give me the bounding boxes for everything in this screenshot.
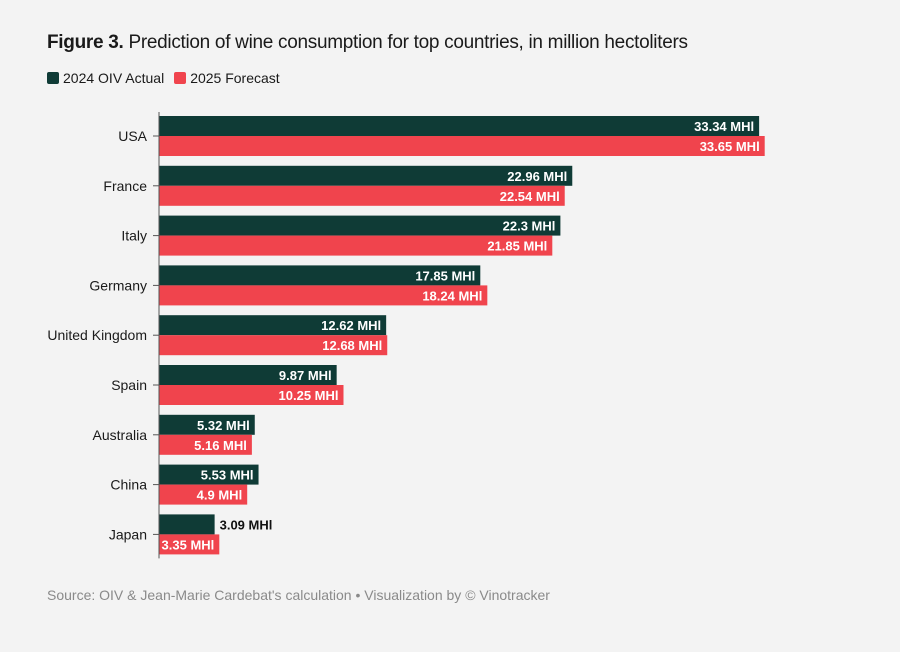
legend-item-actual: 2024 OIV Actual [47,70,164,86]
bar-forecast [159,235,553,256]
bar-forecast [159,434,252,455]
data-label-forecast: 4.9 MHl [197,488,243,503]
bar-actual [159,116,760,136]
data-label-forecast: 21.85 MHl [487,239,547,254]
data-label-forecast: 22.54 MHl [500,189,560,204]
bar-forecast [159,136,765,156]
data-label-actual: 5.32 MHl [197,418,250,433]
category-label: France [103,178,147,194]
chart-title-text: Prediction of wine consumption for top c… [123,32,688,53]
data-label-forecast: 10.25 MHl [279,388,339,403]
data-label-actual: 17.85 MHl [415,268,475,283]
bar-actual [159,464,259,485]
data-label-actual: 33.34 MHl [694,119,754,134]
category-label: Italy [121,228,147,244]
legend-label-actual: 2024 OIV Actual [63,70,165,86]
data-label-actual: 22.96 MHl [507,169,567,184]
legend-swatch-forecast [174,72,187,84]
chart-title: Figure 3. Prediction of wine consumption… [47,32,688,54]
bar-forecast [159,285,488,306]
category-label: Germany [89,277,147,293]
data-label-actual: 9.87 MHl [279,368,332,383]
data-label-forecast: 5.16 MHl [194,438,247,453]
category-label: China [110,477,147,493]
category-label: United Kingdom [47,327,147,343]
data-label-forecast: 12.68 MHl [322,338,382,353]
bar-forecast [159,484,248,505]
data-label-forecast: 18.24 MHl [422,288,482,303]
data-label-actual: 22.3 MHl [503,219,556,234]
legend-item-forecast: 2025 Forecast [174,70,280,86]
legend: 2024 OIV Actual 2025 Forecast [47,70,290,86]
bar-actual [159,265,481,286]
category-label: Spain [111,377,147,393]
data-label-actual: 3.09 MHl [220,517,273,532]
bar-actual [159,414,255,435]
data-label-forecast: 3.35 MHl [162,537,215,552]
source-note: Source: OIV & Jean-Marie Cardebat's calc… [47,587,550,603]
bar-actual [159,365,337,385]
category-label: USA [118,128,147,144]
bar-forecast [159,335,388,356]
legend-swatch-actual [47,72,59,84]
category-label: Japan [109,526,147,542]
data-label-actual: 12.62 MHl [321,318,381,333]
data-label-forecast: 33.65 MHl [700,139,760,154]
bar-actual [159,215,561,236]
data-label-actual: 5.53 MHl [201,468,254,483]
bar-forecast [159,185,565,206]
chart-title-figure-number: Figure 3. [47,32,124,53]
bar-actual [159,315,387,336]
bar-actual [159,514,215,535]
bar-actual [159,165,573,186]
category-label: Australia [93,427,148,443]
legend-label-forecast: 2025 Forecast [190,70,280,86]
bar-forecast [159,534,220,555]
bar-forecast [159,385,344,405]
